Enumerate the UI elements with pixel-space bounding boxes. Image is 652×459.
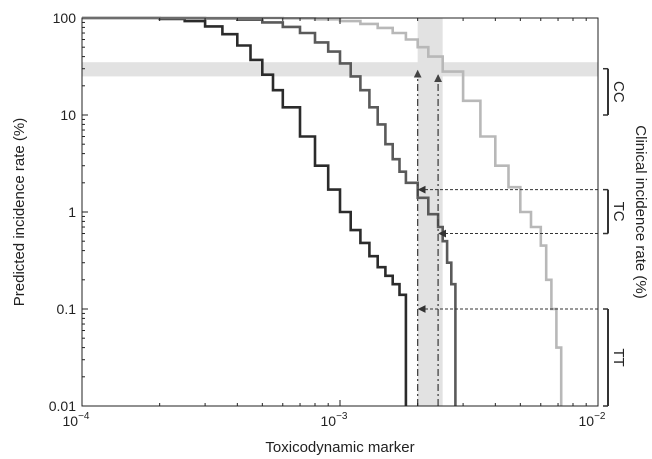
range-label-cc: CC <box>610 81 627 103</box>
series-lines <box>82 16 563 406</box>
y-axis-title: Predicted incidence rate (%) <box>11 118 28 306</box>
series-line-2 <box>82 16 457 406</box>
range-label-tt: TT <box>610 348 627 366</box>
range-label-tc: TC <box>610 202 627 222</box>
y-tick-label: 0.1 <box>57 301 77 317</box>
x-tick-label: 10−4 <box>63 411 90 429</box>
marker-lines <box>413 69 443 406</box>
series-line-3 <box>82 16 563 406</box>
highlight-band-y <box>82 62 598 77</box>
highlight-band-x <box>417 18 443 406</box>
y-tick-label: 0.01 <box>49 398 76 414</box>
x-tick-label: 10−3 <box>321 411 348 429</box>
series-line-1 <box>82 16 408 406</box>
y-tick-label: 100 <box>53 10 77 26</box>
y-tick-label: 1 <box>68 204 76 220</box>
clinical-ranges: CC TC TT <box>603 67 627 407</box>
x-axis-title: Toxicodynamic marker <box>265 439 414 456</box>
y-tick-label: 10 <box>60 107 76 123</box>
arrows <box>417 185 598 313</box>
y2-axis-title: Clinical incidence rate (%) <box>632 125 649 298</box>
x-tick-label: 10−2 <box>579 411 606 429</box>
axis-ticks: 10−4 10−3 10−2 100 10 1 0.1 0.01 <box>49 10 606 429</box>
